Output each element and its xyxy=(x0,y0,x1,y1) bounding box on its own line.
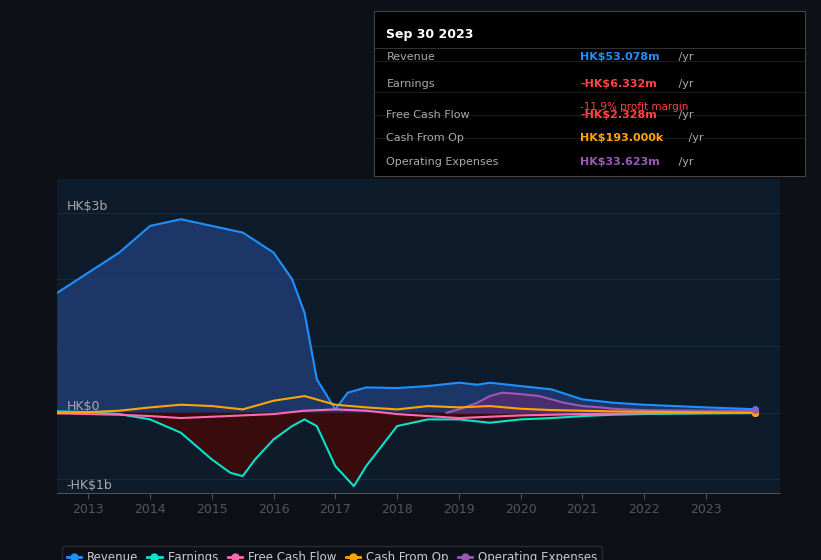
Text: Revenue: Revenue xyxy=(387,53,435,63)
Text: HK$53.078m: HK$53.078m xyxy=(580,53,660,63)
Legend: Revenue, Earnings, Free Cash Flow, Cash From Op, Operating Expenses: Revenue, Earnings, Free Cash Flow, Cash … xyxy=(62,546,603,560)
Text: -HK$1b: -HK$1b xyxy=(67,479,112,492)
Text: HK$193.000k: HK$193.000k xyxy=(580,133,663,143)
Text: Operating Expenses: Operating Expenses xyxy=(387,157,499,166)
Text: -HK$2.328m: -HK$2.328m xyxy=(580,110,657,120)
Text: /yr: /yr xyxy=(685,133,704,143)
Text: HK$0: HK$0 xyxy=(67,400,100,413)
Text: Cash From Op: Cash From Op xyxy=(387,133,465,143)
Text: /yr: /yr xyxy=(675,157,694,166)
Text: /yr: /yr xyxy=(675,53,694,63)
Text: /yr: /yr xyxy=(675,110,694,120)
Text: -HK$6.332m: -HK$6.332m xyxy=(580,79,657,89)
Text: -11.9% profit margin: -11.9% profit margin xyxy=(580,102,689,112)
Text: /yr: /yr xyxy=(675,79,694,89)
Text: Earnings: Earnings xyxy=(387,79,435,89)
Text: Free Cash Flow: Free Cash Flow xyxy=(387,110,470,120)
Text: Sep 30 2023: Sep 30 2023 xyxy=(387,28,474,41)
Text: HK$33.623m: HK$33.623m xyxy=(580,157,660,166)
Text: HK$3b: HK$3b xyxy=(67,199,108,213)
